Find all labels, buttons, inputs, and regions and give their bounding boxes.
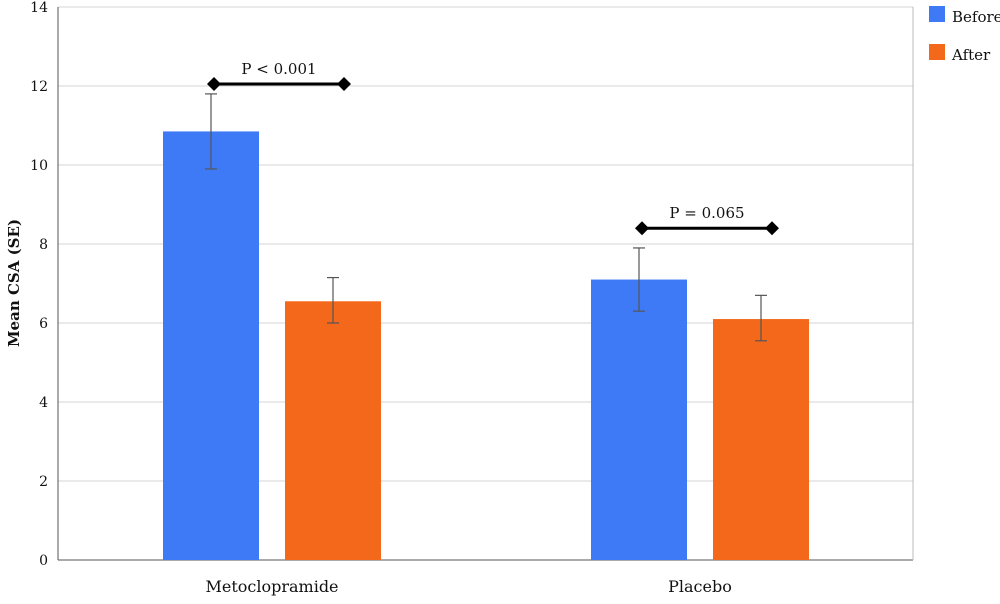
diamond-marker xyxy=(635,221,649,236)
y-tick-label: 12 xyxy=(30,79,48,95)
y-tick-label: 4 xyxy=(39,395,48,411)
p-value-label: P = 0.065 xyxy=(669,204,744,222)
bars xyxy=(163,131,809,561)
legend-label-before: Before xyxy=(952,8,1000,26)
bar-before xyxy=(163,131,259,561)
y-axis-title: Mean CSA (SE) xyxy=(5,219,23,347)
y-tick-label: 2 xyxy=(39,474,48,490)
bar-after xyxy=(713,319,809,560)
legend-swatch-after xyxy=(929,44,945,60)
y-tick-label: 14 xyxy=(30,0,48,16)
axis-labels: 0 2 4 6 8 10 12 14 Metoclopramide Placebo xyxy=(30,0,732,596)
y-tick-label: 0 xyxy=(39,553,48,569)
legend-swatch-before xyxy=(929,6,945,22)
legend-label-after: After xyxy=(951,46,991,64)
bar-before xyxy=(591,279,687,560)
error-bars xyxy=(205,93,767,342)
y-tick-label: 8 xyxy=(39,237,48,253)
p-value-label: P < 0.001 xyxy=(241,60,316,78)
x-category-label: Metoclopramide xyxy=(205,577,338,596)
y-tick-label: 10 xyxy=(30,158,48,174)
x-category-label: Placebo xyxy=(668,577,732,596)
diamond-marker xyxy=(337,77,351,92)
diamond-marker xyxy=(765,221,779,236)
legend: Before After xyxy=(929,6,1000,64)
y-tick-label: 6 xyxy=(39,316,48,332)
diamond-marker xyxy=(207,77,221,92)
significance-annotations: P < 0.001 P = 0.065 xyxy=(207,60,779,236)
bar-after xyxy=(285,301,381,560)
